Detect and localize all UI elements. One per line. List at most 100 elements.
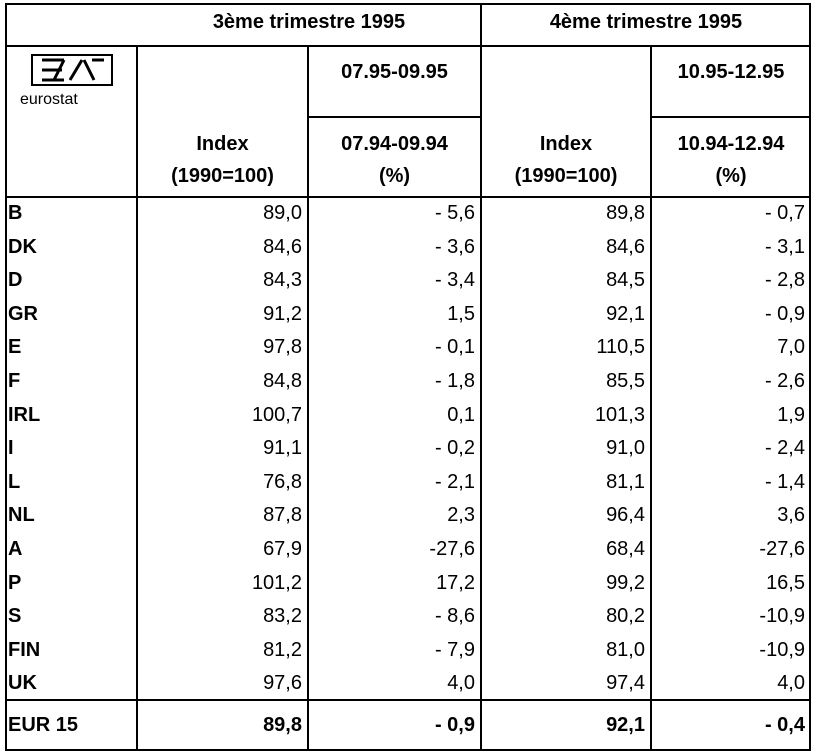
cell: - 0,7 [764, 202, 805, 224]
row-label: NL [8, 504, 35, 527]
cell: - 3,1 [764, 235, 805, 258]
cell: 89,8 [263, 714, 302, 736]
cell: 101,3 [594, 403, 645, 426]
cell: -10,9 [759, 638, 805, 661]
cell: 3,6 [777, 504, 805, 527]
cell: 97,8 [263, 336, 302, 359]
cell: 97,4 [606, 672, 645, 695]
cell: 100,7 [251, 403, 302, 426]
cell: 85,5 [606, 370, 645, 392]
rule [650, 45, 652, 751]
row-label: L [8, 470, 21, 493]
row-label: I [8, 437, 14, 460]
cell: 92,1 [606, 302, 645, 325]
cell: 89,8 [606, 202, 645, 224]
rule [308, 116, 481, 118]
header: (1990=100) [171, 165, 274, 187]
cell: - 2,4 [764, 437, 805, 460]
cell: - 1,4 [764, 470, 805, 493]
cell: 84,6 [263, 235, 302, 258]
cell: 81,2 [263, 638, 302, 661]
rule [5, 699, 811, 701]
cell: 84,8 [263, 370, 302, 392]
cell: 110,5 [596, 336, 645, 359]
rule [5, 3, 7, 751]
rule [5, 749, 811, 751]
cell: 80,2 [606, 605, 645, 628]
cell: - 0,9 [764, 302, 805, 325]
cell: 1,5 [447, 302, 475, 325]
cell: 89,0 [263, 202, 302, 224]
cell: 76,8 [263, 470, 302, 493]
logo-icon [31, 54, 113, 86]
cell: - 7,9 [434, 638, 475, 661]
row-label: B [8, 202, 23, 224]
row-label: A [8, 538, 23, 560]
rule [5, 196, 811, 198]
row-label: S [8, 605, 22, 628]
cell: -10,9 [759, 605, 805, 628]
rule [5, 45, 811, 47]
cell: 84,3 [263, 269, 302, 292]
row-label: GR [8, 302, 38, 325]
cell: 83,2 [263, 605, 302, 628]
row-label: IRL [8, 403, 41, 426]
row-label: F [8, 370, 21, 392]
cell: 91,1 [263, 437, 302, 460]
row-label: P [8, 571, 22, 594]
cell: - 2,8 [764, 269, 805, 292]
header: 4ème trimestre 1995 [549, 11, 743, 33]
row-label: UK [8, 672, 37, 695]
cell: - 3,4 [434, 269, 475, 292]
cell: 97,6 [263, 672, 302, 695]
cell: - 0,4 [764, 714, 805, 736]
cell: 91,0 [606, 437, 645, 460]
row-label: FIN [8, 638, 41, 661]
rule [136, 45, 138, 751]
header: Index [196, 133, 249, 155]
cell: - 2,1 [434, 470, 475, 493]
cell: 1,9 [777, 403, 805, 426]
cell: 16,5 [766, 571, 805, 594]
header: 10.94-12.94 [677, 133, 785, 155]
cell: 2,3 [447, 504, 475, 527]
cell: 101,2 [251, 571, 302, 594]
row-label: DK [8, 235, 37, 258]
cell: 87,8 [263, 504, 302, 527]
header: Index [539, 133, 593, 155]
header: (%) [378, 165, 411, 187]
cell: 92,1 [606, 714, 645, 736]
cell: - 2,6 [764, 370, 805, 392]
cell: 81,0 [606, 638, 645, 661]
logo-text: eurostat [20, 91, 78, 108]
rule [5, 3, 811, 5]
cell: - 0,1 [434, 336, 475, 359]
header: 3ème trimestre 1995 [212, 11, 406, 33]
header: 07.95-09.95 [341, 61, 448, 83]
cell: - 1,8 [434, 370, 475, 392]
row-label: EUR 15 [8, 714, 79, 736]
cell: 91,2 [263, 302, 302, 325]
cell: 17,2 [436, 571, 475, 594]
rule [809, 3, 811, 751]
cell: - 3,6 [434, 235, 475, 258]
cell: -27,6 [759, 538, 805, 560]
cell: -27,6 [429, 538, 475, 560]
row-label: E [8, 336, 22, 359]
cell: - 8,6 [434, 605, 475, 628]
cell: 4,0 [777, 672, 805, 695]
rule [651, 116, 811, 118]
cell: 7,0 [777, 336, 805, 359]
rule [307, 45, 309, 751]
row-label: D [8, 269, 23, 292]
header: (%) [715, 165, 747, 187]
rule [480, 3, 482, 751]
cell: 0,1 [447, 403, 475, 426]
cell: 84,6 [606, 235, 645, 258]
cell: 84,5 [606, 269, 645, 292]
cell: 96,4 [606, 504, 645, 527]
cell: 81,1 [606, 470, 645, 493]
header: 10.95-12.95 [677, 61, 785, 83]
cell: - 5,6 [434, 202, 475, 224]
cell: - 0,9 [434, 714, 475, 736]
